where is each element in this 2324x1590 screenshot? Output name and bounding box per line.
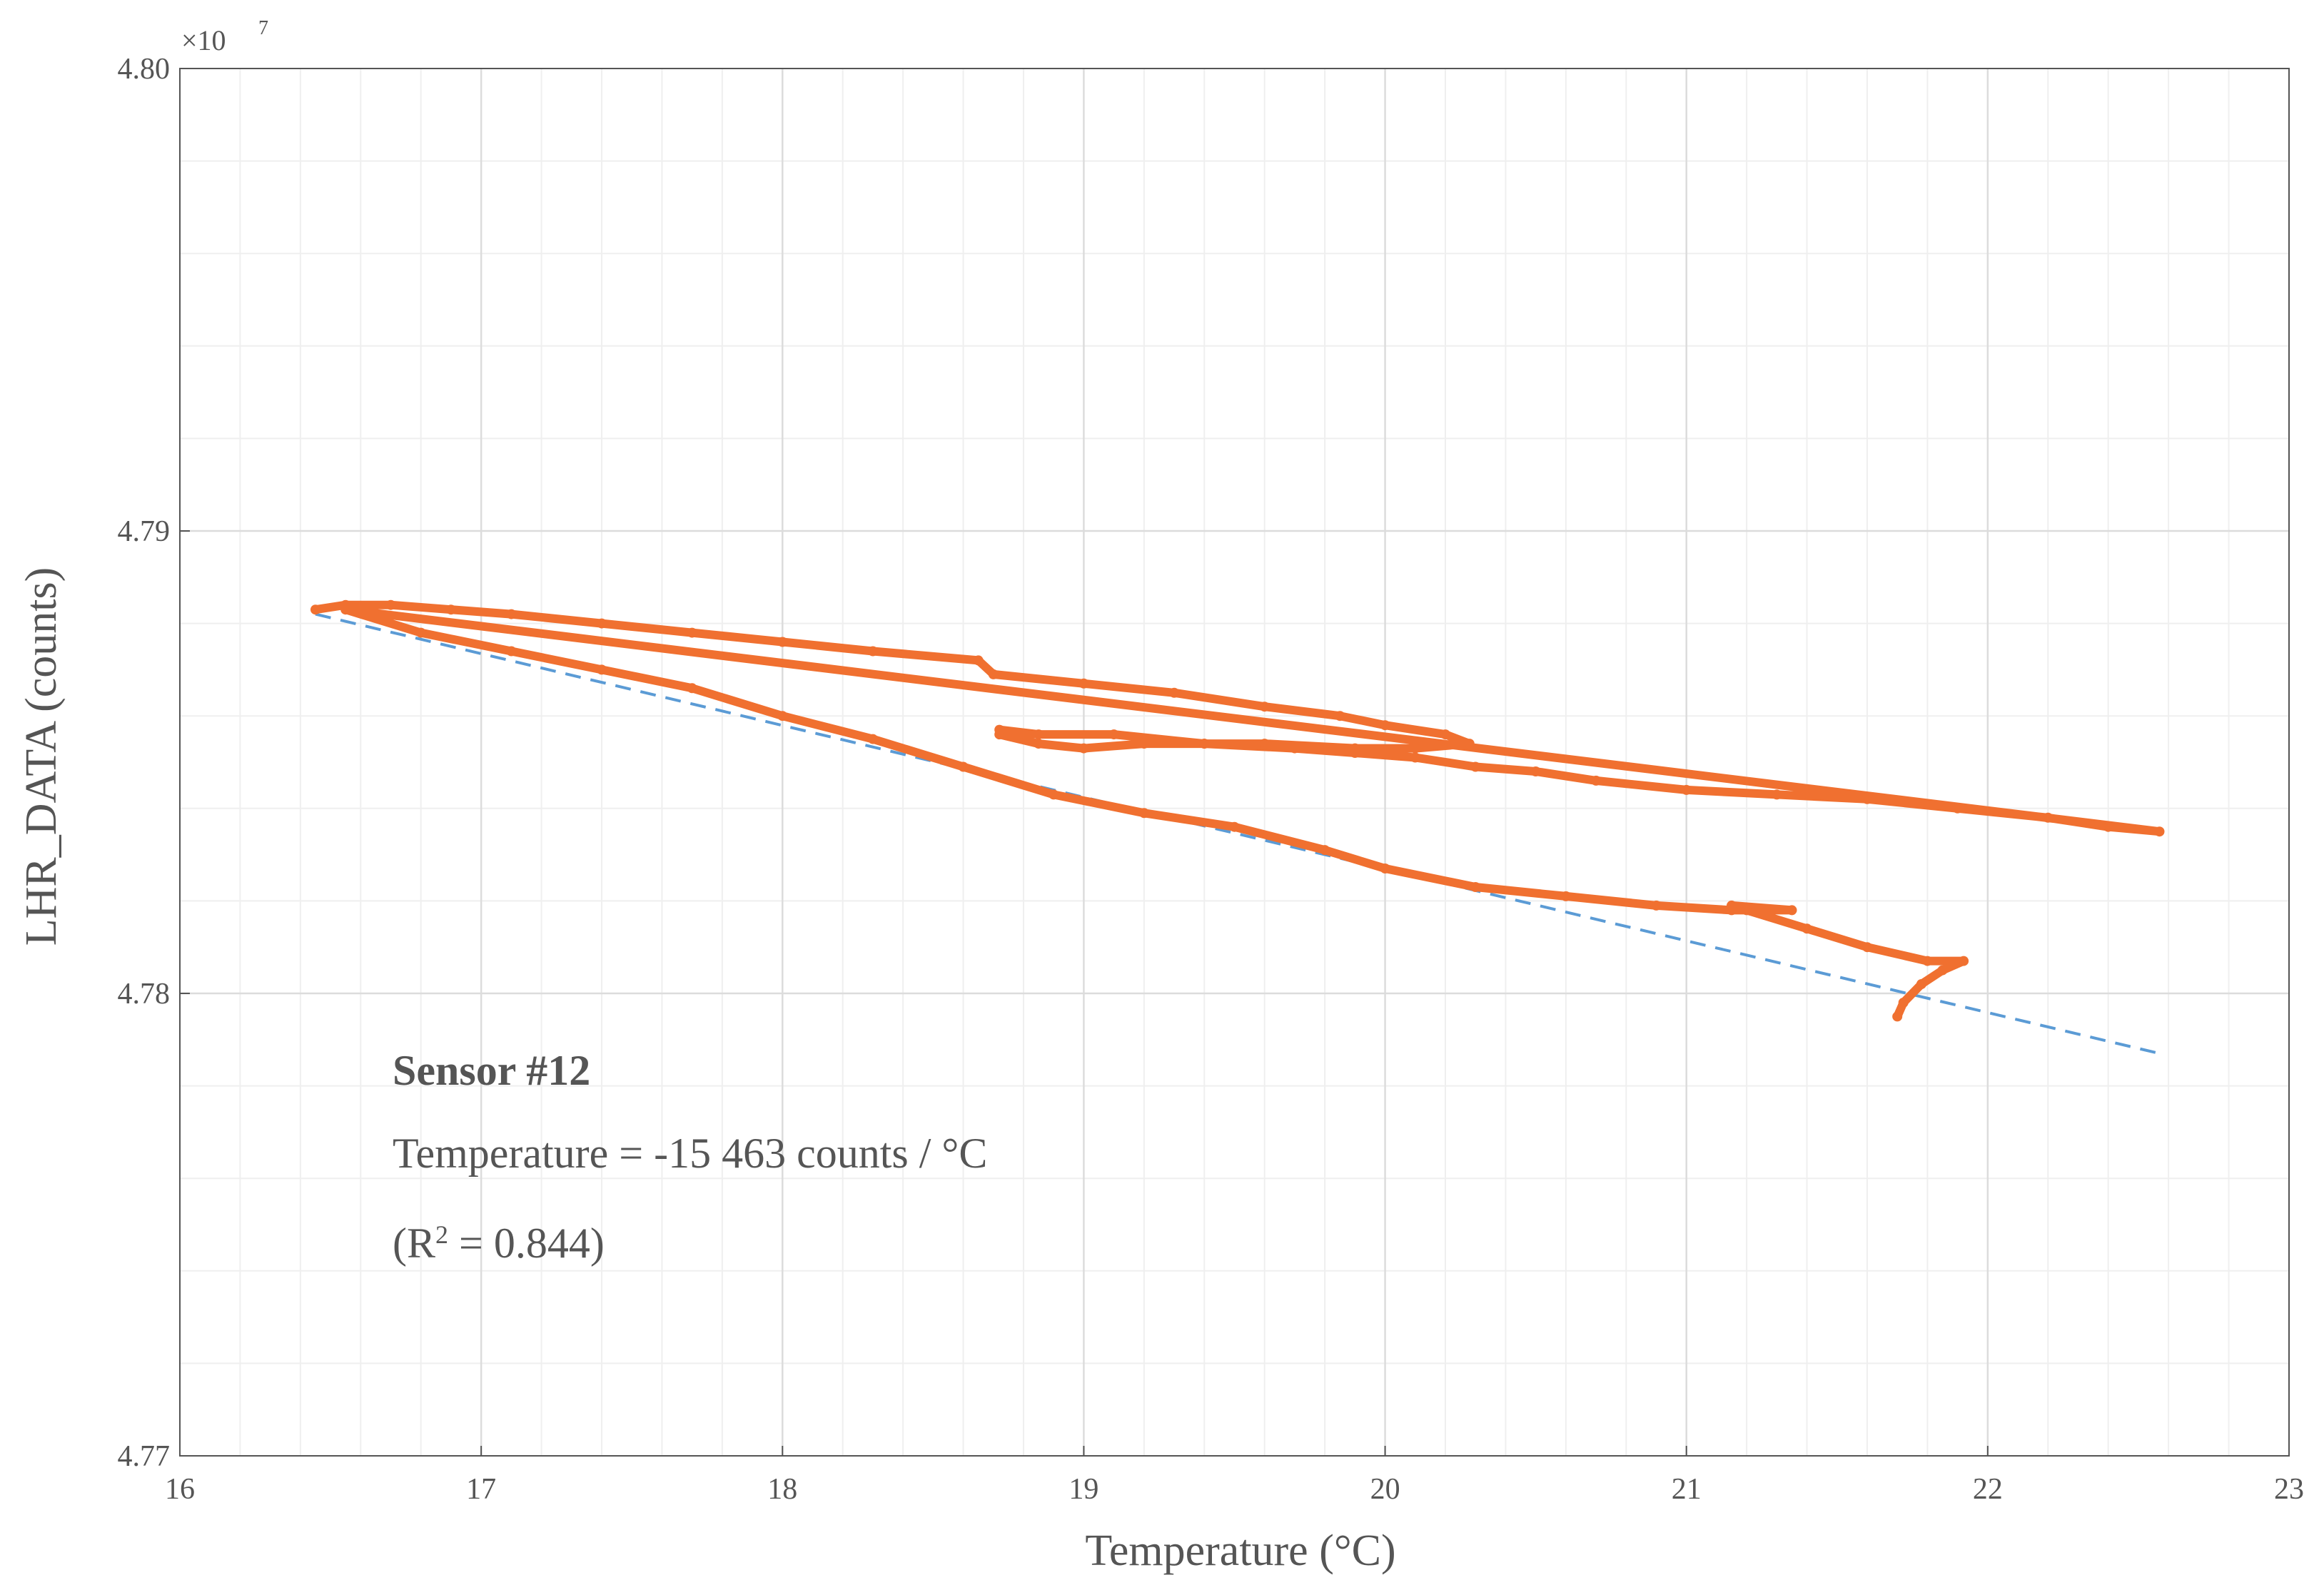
data-point (1470, 761, 1481, 772)
data-point (506, 609, 517, 619)
data-point (1922, 956, 1933, 966)
data-point (1916, 979, 1926, 989)
annotation-r2: (R2 = 0.844) (393, 1220, 605, 1267)
data-point (1787, 905, 1797, 916)
data-point (1229, 821, 1240, 832)
major-grid (179, 68, 2290, 1457)
y-tick-label: 4.77 (118, 1440, 171, 1473)
data-point (2043, 812, 2053, 823)
annotation-title: Sensor #12 (393, 1047, 590, 1094)
fit-line-group (315, 612, 2160, 1055)
data-point (1410, 743, 1420, 754)
data-point (1078, 678, 1089, 689)
data-point (687, 627, 697, 638)
r2-suffix: = 0.844) (448, 1220, 605, 1267)
data-point (597, 618, 607, 629)
y-exponent-power: 7 (258, 17, 268, 39)
x-tick-labels: 16 17 18 19 20 21 22 23 (165, 1473, 2304, 1506)
fit-line (315, 612, 2160, 1055)
data-points-group (310, 599, 2165, 1022)
y-exponent-base: ×10 (181, 24, 226, 56)
data-point (1335, 711, 1345, 721)
data-point (1380, 720, 1390, 731)
data-point (777, 711, 788, 721)
x-tick-label: 19 (1068, 1473, 1098, 1506)
data-point (1138, 739, 1149, 749)
data-point (867, 734, 878, 744)
data-point (1350, 748, 1360, 758)
data-point (1937, 965, 1948, 976)
data-point (1530, 766, 1541, 776)
y-tick-label: 4.80 (118, 53, 171, 86)
data-point (1138, 808, 1149, 819)
x-tick-label: 20 (1370, 1473, 1400, 1506)
data-point (385, 599, 396, 610)
x-tick-label: 21 (1672, 1473, 1702, 1506)
measurement-trace (311, 600, 2164, 1021)
annotation-slope: Temperature = -15 463 counts / °C (393, 1130, 987, 1177)
data-point (1802, 923, 1812, 934)
y-tick-label: 4.78 (118, 978, 171, 1011)
data-point (1464, 739, 1475, 749)
x-axis-label: Temperature (°C) (1085, 1526, 1395, 1575)
y-tick-labels: 4.77 4.78 4.79 4.80 (118, 53, 171, 1473)
r2-prefix: (R (393, 1220, 435, 1267)
data-point (988, 669, 999, 679)
data-point (445, 604, 456, 615)
data-point (1410, 752, 1420, 763)
data-point (1034, 729, 1044, 740)
minor-grid (180, 69, 2289, 1456)
x-tick-label: 18 (767, 1473, 797, 1506)
data-point (597, 664, 607, 675)
data-point (310, 604, 320, 615)
data-point (1259, 739, 1270, 749)
data-point (1259, 702, 1270, 712)
data-point (1591, 775, 1602, 786)
r2-superscript: 2 (435, 1220, 448, 1249)
data-point (1560, 891, 1571, 901)
data-point (1289, 743, 1300, 754)
data-point (1470, 882, 1481, 892)
data-point (1892, 1011, 1903, 1022)
data-point (1862, 942, 1872, 953)
data-point (973, 655, 984, 666)
data-point (687, 683, 697, 694)
data-point (1742, 905, 1752, 916)
data-point (1651, 900, 1662, 911)
data-point (1898, 998, 1909, 1008)
y-tick-label: 4.79 (118, 515, 171, 548)
data-point (506, 646, 517, 657)
data-point (1862, 794, 1872, 804)
data-point (2103, 821, 2113, 832)
data-point (1078, 743, 1089, 754)
data-point (1199, 739, 1210, 749)
data-point (1772, 789, 1782, 800)
data-point (994, 724, 1005, 735)
data-point (1034, 739, 1044, 749)
data-point (777, 637, 788, 647)
data-point (1380, 864, 1390, 874)
data-point (340, 604, 351, 615)
data-point (958, 761, 969, 772)
x-tick-label: 23 (2274, 1473, 2304, 1506)
data-point (415, 627, 426, 638)
data-point (1320, 845, 1330, 856)
data-point (1959, 956, 1969, 966)
data-point (1681, 784, 1692, 795)
y-axis-label: LHR_DATA (counts) (17, 567, 66, 946)
data-point (1727, 900, 1737, 911)
x-tick-label: 16 (165, 1473, 195, 1506)
data-point (1108, 729, 1119, 740)
x-tick-label: 17 (466, 1473, 496, 1506)
data-point (1049, 789, 1059, 800)
data-point (1169, 687, 1180, 698)
x-tick-label: 22 (1973, 1473, 2003, 1506)
data-point (1440, 729, 1450, 740)
data-point (1952, 803, 1963, 814)
plot-frame (179, 68, 2290, 1457)
data-point (2154, 826, 2165, 837)
data-point (867, 646, 878, 657)
